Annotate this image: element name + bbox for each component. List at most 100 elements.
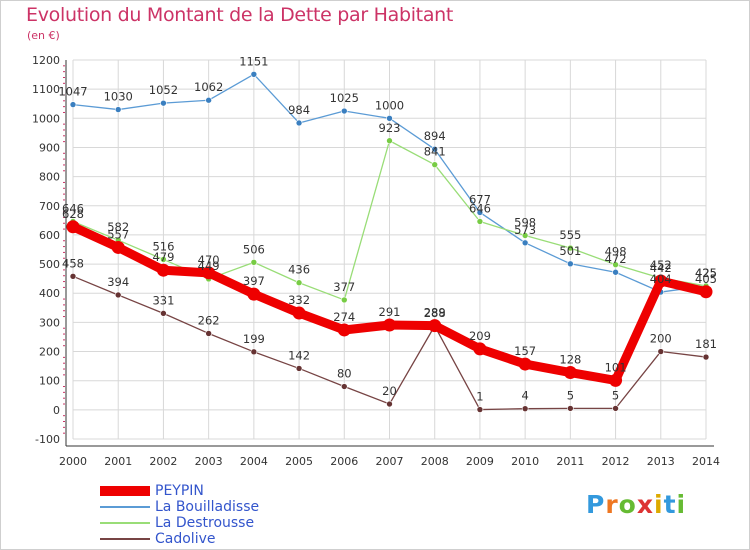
- data-label: 479: [152, 250, 174, 264]
- data-label: 470: [198, 253, 220, 267]
- data-label: 377: [333, 280, 355, 294]
- data-label: 452: [650, 258, 672, 272]
- data-label: 923: [379, 121, 401, 135]
- data-label: 442: [650, 261, 672, 275]
- data-label: 1052: [149, 83, 178, 97]
- x-tick-label: 2012: [602, 455, 630, 468]
- data-label: 331: [152, 293, 174, 307]
- grid-layer: [72, 59, 707, 440]
- chart-title: Evolution du Montant de la Dette par Hab…: [26, 4, 454, 26]
- y-tick-label: 900: [39, 141, 60, 154]
- data-point: [69, 273, 77, 280]
- data-label: 142: [288, 348, 310, 362]
- data-label: 332: [288, 293, 310, 307]
- data-point: [202, 266, 216, 280]
- y-tick-label: 200: [39, 346, 60, 359]
- data-point: [518, 357, 532, 371]
- data-label: 628: [62, 207, 84, 221]
- data-point: [609, 373, 623, 387]
- data-label: 501: [559, 244, 581, 258]
- y-tick-label: -100: [35, 433, 60, 446]
- data-point: [292, 306, 306, 320]
- data-point: [431, 145, 439, 153]
- x-tick-label: 2002: [149, 455, 177, 468]
- data-point: [702, 353, 710, 361]
- data-point: [250, 348, 258, 356]
- data-point: [428, 319, 442, 333]
- x-tick-label: 2005: [285, 455, 313, 468]
- data-point: [114, 291, 122, 299]
- y-tick-label: 500: [39, 258, 60, 271]
- y-tick-label: 400: [39, 287, 60, 300]
- data-label: 894: [424, 129, 446, 143]
- data-point: [340, 107, 348, 115]
- y-tick-label: 1100: [32, 83, 60, 96]
- data-point: [563, 366, 577, 380]
- chart-y-unit: (en €): [27, 29, 60, 42]
- y-tick-label: 1000: [32, 112, 60, 125]
- data-label: 582: [107, 220, 129, 234]
- data-label: 5: [567, 388, 574, 402]
- data-point: [521, 405, 529, 412]
- legend-swatch: [100, 506, 150, 508]
- x-tick-label: 2007: [376, 455, 404, 468]
- data-label: 274: [333, 310, 355, 324]
- data-point: [657, 348, 665, 355]
- data-point: [111, 240, 125, 254]
- data-point: [205, 330, 212, 337]
- data-point: [699, 285, 713, 299]
- x-tick-label: 2011: [556, 455, 584, 468]
- data-label: 397: [243, 274, 265, 288]
- data-label: 1030: [104, 90, 133, 104]
- data-label: 1000: [375, 98, 404, 112]
- data-label: 209: [469, 329, 491, 343]
- data-label: 289: [424, 306, 446, 320]
- data-point: [337, 323, 351, 337]
- data-point: [383, 318, 396, 332]
- legend-item: La Bouilladisse: [100, 499, 259, 515]
- x-tick-label: 2006: [330, 455, 358, 468]
- data-label: 598: [514, 216, 536, 230]
- data-label: 181: [695, 337, 717, 351]
- data-label: 404: [650, 272, 672, 286]
- legend-item: PEYPIN: [100, 483, 204, 499]
- data-label: 200: [650, 332, 672, 346]
- data-label: 20: [382, 384, 397, 398]
- data-label: 288: [424, 306, 446, 320]
- data-point: [160, 256, 167, 263]
- data-label: 4: [521, 389, 528, 403]
- data-label: 5: [612, 388, 619, 402]
- data-point: [476, 209, 484, 216]
- data-point: [205, 96, 212, 104]
- legend-swatch: [100, 522, 150, 524]
- data-point: [340, 296, 348, 304]
- data-point: [160, 99, 167, 107]
- legend-swatch: [100, 538, 150, 540]
- data-label: 646: [469, 202, 491, 216]
- x-tick-label: 2013: [647, 455, 675, 468]
- x-tick-label: 2008: [421, 455, 449, 468]
- data-point: [567, 405, 574, 412]
- data-point: [66, 220, 80, 234]
- data-label: 1025: [330, 91, 359, 105]
- x-tick-label: 2009: [466, 455, 494, 468]
- data-point: [295, 365, 303, 372]
- data-label: 425: [695, 266, 717, 280]
- data-label: 984: [288, 103, 310, 117]
- data-label: 199: [243, 332, 265, 346]
- data-point: [69, 101, 77, 108]
- data-label: 1: [476, 390, 483, 404]
- y-tick-label: 700: [39, 200, 60, 213]
- data-label: 498: [605, 245, 627, 259]
- data-label: 1151: [239, 54, 268, 68]
- data-label: 101: [605, 360, 627, 374]
- x-tick-label: 2010: [511, 455, 539, 468]
- data-point: [654, 274, 668, 288]
- data-label: 1062: [194, 80, 223, 94]
- y-tick-label: 800: [39, 171, 60, 184]
- x-tick-label: 2014: [692, 455, 720, 468]
- data-label: 291: [379, 305, 401, 319]
- legend-item: La Destrousse: [100, 515, 254, 531]
- data-point: [386, 400, 393, 408]
